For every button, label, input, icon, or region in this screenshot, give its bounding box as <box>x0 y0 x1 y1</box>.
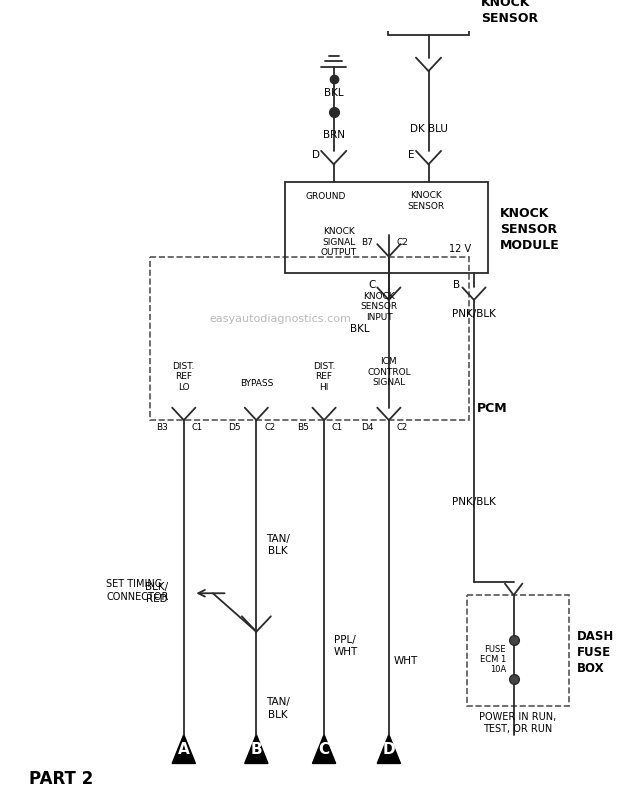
Text: BLK/
RED: BLK/ RED <box>145 582 168 605</box>
Text: C2: C2 <box>397 423 408 432</box>
Text: 12 V: 12 V <box>449 244 471 254</box>
Text: KNOCK
SIGNAL
OUTPUT: KNOCK SIGNAL OUTPUT <box>321 227 357 257</box>
Text: DIST.
REF
LO: DIST. REF LO <box>172 362 195 392</box>
Text: E: E <box>408 150 415 160</box>
Text: D4: D4 <box>361 423 373 432</box>
Bar <box>150 257 469 420</box>
Text: C2: C2 <box>264 423 275 432</box>
Text: BKL: BKL <box>350 324 370 334</box>
Text: TAN/
BLK: TAN/ BLK <box>266 698 290 720</box>
Text: D: D <box>383 742 395 758</box>
Text: TAN/
BLK: TAN/ BLK <box>266 534 290 556</box>
Text: DASH
FUSE
BOX: DASH FUSE BOX <box>577 630 614 675</box>
Bar <box>388 0 469 34</box>
Bar <box>286 182 488 273</box>
Text: FUSE
ECM 1
10A: FUSE ECM 1 10A <box>480 645 506 674</box>
Text: KNOCK
SENSOR: KNOCK SENSOR <box>481 0 538 25</box>
Polygon shape <box>172 734 195 763</box>
Text: ICM
CONTROL
SIGNAL: ICM CONTROL SIGNAL <box>367 357 411 387</box>
Text: DIST.
REF
HI: DIST. REF HI <box>313 362 335 392</box>
Text: B3: B3 <box>156 423 168 432</box>
Text: D5: D5 <box>228 423 241 432</box>
Text: BRN: BRN <box>323 130 345 141</box>
Text: PPL/
WHT: PPL/ WHT <box>333 635 357 658</box>
Text: POWER IN RUN,
TEST, OR RUN: POWER IN RUN, TEST, OR RUN <box>479 712 556 734</box>
Text: BKL: BKL <box>324 88 344 98</box>
Text: PNK/BLK: PNK/BLK <box>452 497 496 507</box>
Text: DK BLU: DK BLU <box>410 124 447 134</box>
Text: B: B <box>250 742 262 758</box>
Polygon shape <box>313 734 336 763</box>
Text: PCM: PCM <box>477 402 507 415</box>
Text: PART 2: PART 2 <box>29 770 93 788</box>
Text: KNOCK
SENSOR
INPUT: KNOCK SENSOR INPUT <box>361 292 398 322</box>
Text: C1: C1 <box>332 423 343 432</box>
Text: D: D <box>312 150 320 160</box>
Text: KNOCK
SENSOR: KNOCK SENSOR <box>407 191 444 210</box>
Text: PNK/BLK: PNK/BLK <box>452 310 496 319</box>
Text: C: C <box>368 279 375 290</box>
Polygon shape <box>377 734 400 763</box>
Text: C2: C2 <box>397 238 408 246</box>
Text: WHT: WHT <box>394 655 418 666</box>
Text: B: B <box>454 279 460 290</box>
Text: KNOCK
SENSOR
MODULE: KNOCK SENSOR MODULE <box>500 207 560 252</box>
Text: C1: C1 <box>192 423 203 432</box>
Text: B5: B5 <box>297 423 308 432</box>
Text: BYPASS: BYPASS <box>240 379 273 388</box>
Text: A: A <box>178 742 190 758</box>
Text: SET TIMING
CONNECTOR: SET TIMING CONNECTOR <box>106 579 169 602</box>
Polygon shape <box>245 734 268 763</box>
Bar <box>467 595 569 706</box>
Text: GROUND: GROUND <box>306 191 346 201</box>
Text: B7: B7 <box>362 238 373 246</box>
Text: easyautodiagnostics.com: easyautodiagnostics.com <box>210 314 352 324</box>
Text: C: C <box>318 742 329 758</box>
